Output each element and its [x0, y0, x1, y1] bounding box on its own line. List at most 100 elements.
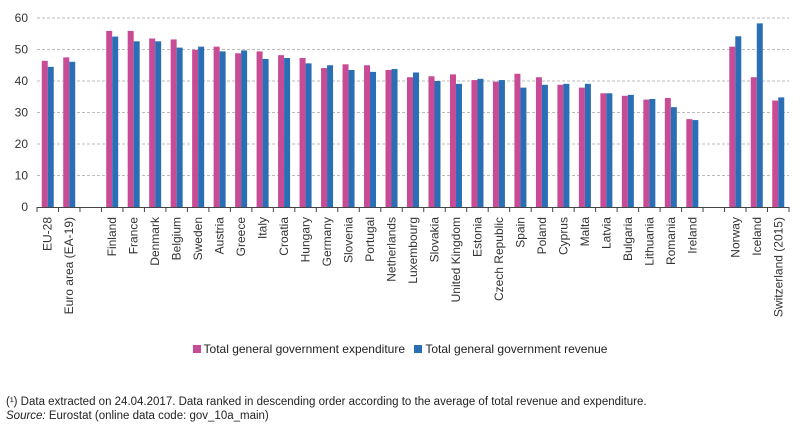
x-tick-label: Belgium: [170, 217, 184, 260]
x-tick-label: Norway: [728, 217, 742, 258]
source-label: Source:: [6, 410, 46, 422]
bar-revenue: [584, 83, 591, 207]
y-tick-label: 60: [15, 11, 29, 25]
bar-revenue: [413, 72, 419, 208]
y-tick-label: 30: [15, 106, 29, 120]
bar-expenditure: [557, 84, 564, 207]
footnote-source: Source: Eurostat (online data code: gov_…: [6, 409, 647, 423]
footnote: (¹) Data extracted on 24.04.2017. Data r…: [6, 395, 647, 423]
bar-expenditure: [106, 30, 113, 208]
bar-expenditure: [41, 60, 48, 208]
legend-label-revenue: Total general government revenue: [425, 342, 608, 356]
x-tick-label: Germany: [320, 217, 334, 266]
x-tick-label: EU-28: [41, 217, 55, 251]
x-tick-label: Italy: [256, 217, 270, 239]
bar-expenditure: [664, 98, 671, 207]
legend-item-revenue: Total general government revenue: [414, 342, 607, 356]
x-tick-label: Iceland: [750, 217, 764, 256]
bar-expenditure: [729, 46, 736, 207]
bar-expenditure: [299, 58, 306, 207]
bar-revenue: [219, 51, 226, 207]
x-tick-label: Sweden: [191, 217, 205, 260]
bar-revenue: [198, 46, 205, 207]
x-tick-label: Czech Republic: [492, 217, 506, 301]
bar-revenue: [735, 36, 742, 207]
bar-revenue: [241, 50, 248, 207]
x-tick-label: Estonia: [470, 217, 484, 257]
bar-revenue: [262, 58, 269, 208]
bar-expenditure: [256, 51, 263, 207]
footnote-note: (¹) Data extracted on 24.04.2017. Data r…: [6, 396, 647, 408]
x-tick-label: Ireland: [685, 217, 699, 254]
bar-expenditure: [600, 93, 607, 207]
bar-revenue: [670, 107, 677, 207]
x-tick-label: Romania: [664, 217, 678, 265]
x-tick-label: Lithuania: [642, 217, 656, 266]
bar-expenditure: [278, 55, 285, 207]
x-tick-label: Switzerland (2015): [771, 217, 785, 317]
bar-revenue: [498, 80, 505, 207]
bar-revenue: [455, 83, 462, 207]
y-tick-label: 20: [15, 137, 29, 151]
x-tick-label: Croatia: [277, 217, 291, 256]
bar-revenue: [778, 97, 785, 207]
y-tick-label: 0: [21, 200, 28, 214]
bar-revenue: [520, 87, 527, 207]
x-tick-label: Portugal: [363, 217, 377, 262]
legend-swatch-revenue: [414, 345, 423, 353]
bar-revenue: [305, 63, 312, 207]
legend: Total general government expenditure Tot…: [0, 342, 800, 356]
x-tick-label: Cyprus: [556, 217, 570, 255]
x-tick-label: Finland: [105, 217, 119, 256]
bar-expenditure: [471, 80, 478, 207]
bar-revenue: [47, 66, 54, 207]
bar-revenue: [649, 98, 656, 207]
bar-revenue: [692, 120, 699, 207]
x-tick-label: Denmark: [148, 216, 162, 266]
bar-revenue: [327, 65, 334, 207]
legend-item-expenditure: Total general government expenditure: [192, 342, 405, 356]
bar-expenditure: [643, 99, 650, 207]
bar-revenue: [756, 23, 763, 208]
bar-expenditure: [170, 39, 177, 207]
bar-expenditure: [578, 87, 585, 207]
x-tick-label: France: [127, 217, 141, 255]
bar-revenue: [133, 41, 140, 208]
bar-expenditure: [63, 57, 70, 207]
x-tick-label: Poland: [535, 217, 549, 254]
bar-revenue: [391, 69, 398, 207]
bar-revenue: [434, 81, 441, 207]
x-tick-label: Austria: [213, 217, 227, 255]
x-tick-label: Latvia: [599, 217, 613, 249]
bars: [41, 23, 785, 208]
source-text: Eurostat (online data code: gov_10a_main…: [45, 410, 269, 422]
legend-label-expenditure: Total general government expenditure: [203, 342, 405, 356]
bar-expenditure: [514, 73, 521, 207]
bar-revenue: [112, 36, 119, 208]
x-tick-label: Bulgaria: [621, 217, 635, 261]
y-axis: 0 10 20 30 40 50 60: [15, 11, 29, 214]
bar-revenue: [477, 78, 484, 207]
bar-revenue: [348, 69, 355, 207]
bar-expenditure: [621, 95, 628, 207]
bar-revenue: [176, 47, 183, 207]
bar-expenditure: [127, 30, 134, 208]
bar-expenditure: [235, 53, 242, 207]
bar-expenditure: [385, 69, 392, 207]
x-tick-label: Euro area (EA-19): [62, 217, 76, 314]
x-tick-label: Hungary: [299, 217, 313, 262]
bar-revenue: [284, 58, 291, 207]
bar-revenue: [627, 94, 634, 207]
bar-expenditure: [407, 77, 413, 207]
bar-expenditure: [321, 68, 328, 208]
bar-expenditure: [342, 64, 349, 208]
legend-swatch-expenditure: [192, 345, 201, 353]
bar-expenditure: [750, 77, 757, 207]
y-tick-label: 10: [15, 169, 29, 183]
bar-expenditure: [535, 77, 542, 207]
bar-expenditure: [686, 119, 693, 207]
x-tick-label: Luxembourg: [406, 217, 420, 284]
bar-expenditure: [428, 76, 435, 208]
bar-expenditure: [192, 49, 199, 207]
bar-revenue: [541, 84, 548, 207]
